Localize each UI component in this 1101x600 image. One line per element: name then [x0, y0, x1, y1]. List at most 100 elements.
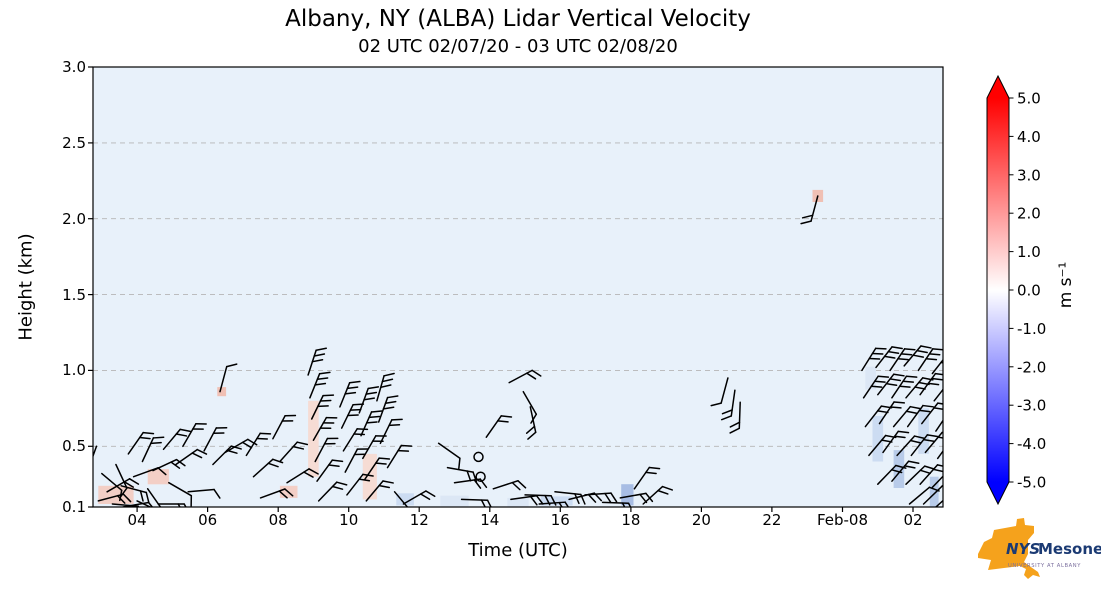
wind-barb — [310, 394, 335, 420]
wind-barb — [157, 503, 190, 507]
wind-barb — [935, 488, 943, 507]
wind-barb — [203, 427, 228, 452]
wind-barb — [317, 481, 348, 502]
logo-text-nys: NYS — [1006, 540, 1040, 558]
x-axis-label: Time (UTC) — [468, 540, 568, 561]
wind-barb — [182, 423, 207, 448]
wind-barb — [522, 390, 538, 424]
x-tick-label: 12 — [409, 511, 429, 529]
wind-barb — [584, 492, 618, 503]
wind-barb — [924, 431, 943, 454]
wind-barb — [906, 404, 934, 428]
wind-barb — [861, 347, 887, 372]
plot-border — [92, 66, 944, 508]
wind-barb — [710, 377, 729, 407]
plot-area — [88, 66, 944, 512]
wind-barb — [922, 485, 943, 505]
x-tick-label: 16 — [550, 511, 570, 529]
y-tick-label: 0.5 — [62, 437, 86, 456]
wind-barb — [224, 438, 258, 454]
velocity-shade — [147, 469, 169, 485]
wind-barb — [393, 491, 413, 507]
colorbar-tick-label: -1.0 — [1017, 320, 1046, 338]
wind-barb — [919, 372, 943, 396]
calm-wind-marker — [475, 471, 486, 482]
wind-barb — [127, 431, 155, 455]
wind-barb — [365, 480, 394, 502]
wind-barb — [508, 369, 542, 384]
velocity-shade — [893, 450, 905, 488]
velocity-shade — [98, 485, 134, 504]
wind-barb — [279, 441, 309, 463]
wind-barb — [272, 414, 297, 440]
wind-barb — [460, 498, 494, 507]
wind-barb — [377, 395, 399, 423]
wind-barb — [162, 428, 192, 451]
wind-barb — [800, 195, 819, 225]
x-tick-label: 02 — [903, 511, 923, 529]
velocity-shade — [929, 476, 939, 507]
wind-barb — [437, 442, 461, 470]
colorbar-tick-label: -2.0 — [1017, 358, 1046, 376]
wind-barb — [339, 380, 361, 408]
y-tick-label: 2.0 — [62, 209, 86, 228]
wind-barb — [933, 379, 943, 402]
wind-barb — [252, 458, 284, 478]
nys-mesonet-logo: NYS Mesonet UNIVERSITY AT ALBANY — [978, 518, 1101, 579]
calm-wind-marker — [473, 451, 484, 463]
colorbar-tick-label: 3.0 — [1017, 166, 1041, 184]
x-tick-label: 06 — [198, 511, 218, 529]
velocity-shade — [507, 497, 529, 507]
wind-barb — [917, 348, 943, 372]
logo-text-mesonet: Mesonet — [1038, 540, 1101, 558]
wind-barb — [286, 468, 319, 484]
x-tick-label: 10 — [339, 511, 359, 529]
wind-barb — [882, 430, 910, 454]
colorbar-tick-label: -5.0 — [1017, 474, 1046, 492]
wind-barb — [402, 490, 436, 505]
wind-barb — [259, 488, 294, 499]
wind-barb — [878, 401, 906, 425]
wind-barb — [309, 371, 331, 399]
x-tick-label: 04 — [127, 511, 147, 529]
wind-barb — [905, 465, 936, 485]
wind-barb — [136, 500, 162, 507]
wind-barb — [379, 418, 403, 445]
ny-state-icon — [978, 518, 1040, 579]
wind-barb — [910, 434, 939, 457]
y-tick-label: 2.5 — [62, 133, 86, 152]
colorbar-tick-label: 0.0 — [1017, 282, 1041, 300]
wind-barb — [120, 485, 150, 504]
wind-barb — [168, 481, 193, 507]
wind-barb — [245, 432, 272, 457]
colorbar-tick-label: 4.0 — [1017, 128, 1041, 146]
wind-barb — [892, 405, 922, 428]
wind-barb — [358, 386, 380, 414]
wind-barb — [106, 478, 140, 493]
y-axis-label: Height (km) — [15, 233, 37, 341]
wind-barb — [187, 488, 221, 499]
wind-barb — [510, 495, 544, 506]
wind-barb — [141, 436, 165, 463]
wind-barb — [633, 466, 661, 490]
wind-barb — [314, 437, 339, 463]
velocity-shade — [396, 493, 414, 506]
wind-barb — [111, 503, 144, 507]
wind-barb — [344, 448, 369, 473]
wind-barbs — [93, 195, 943, 507]
x-tick-label: Feb-08 — [816, 511, 868, 529]
chart-subtitle: 02 UTC 02/07/20 - 03 UTC 02/08/20 — [358, 36, 678, 57]
plot-background — [93, 67, 943, 507]
wind-barb — [875, 346, 903, 369]
colorbar-bar — [986, 74, 1010, 506]
wind-barb — [891, 460, 920, 482]
wind-barb — [376, 372, 395, 402]
wind-barb — [729, 401, 741, 434]
wind-barb — [485, 415, 513, 438]
colorbar-tick-label: -4.0 — [1017, 435, 1046, 453]
wind-barb — [931, 467, 943, 489]
x-tick-label: 14 — [480, 511, 500, 529]
x-tick-label: 20 — [691, 511, 711, 529]
wind-barb — [862, 375, 890, 399]
